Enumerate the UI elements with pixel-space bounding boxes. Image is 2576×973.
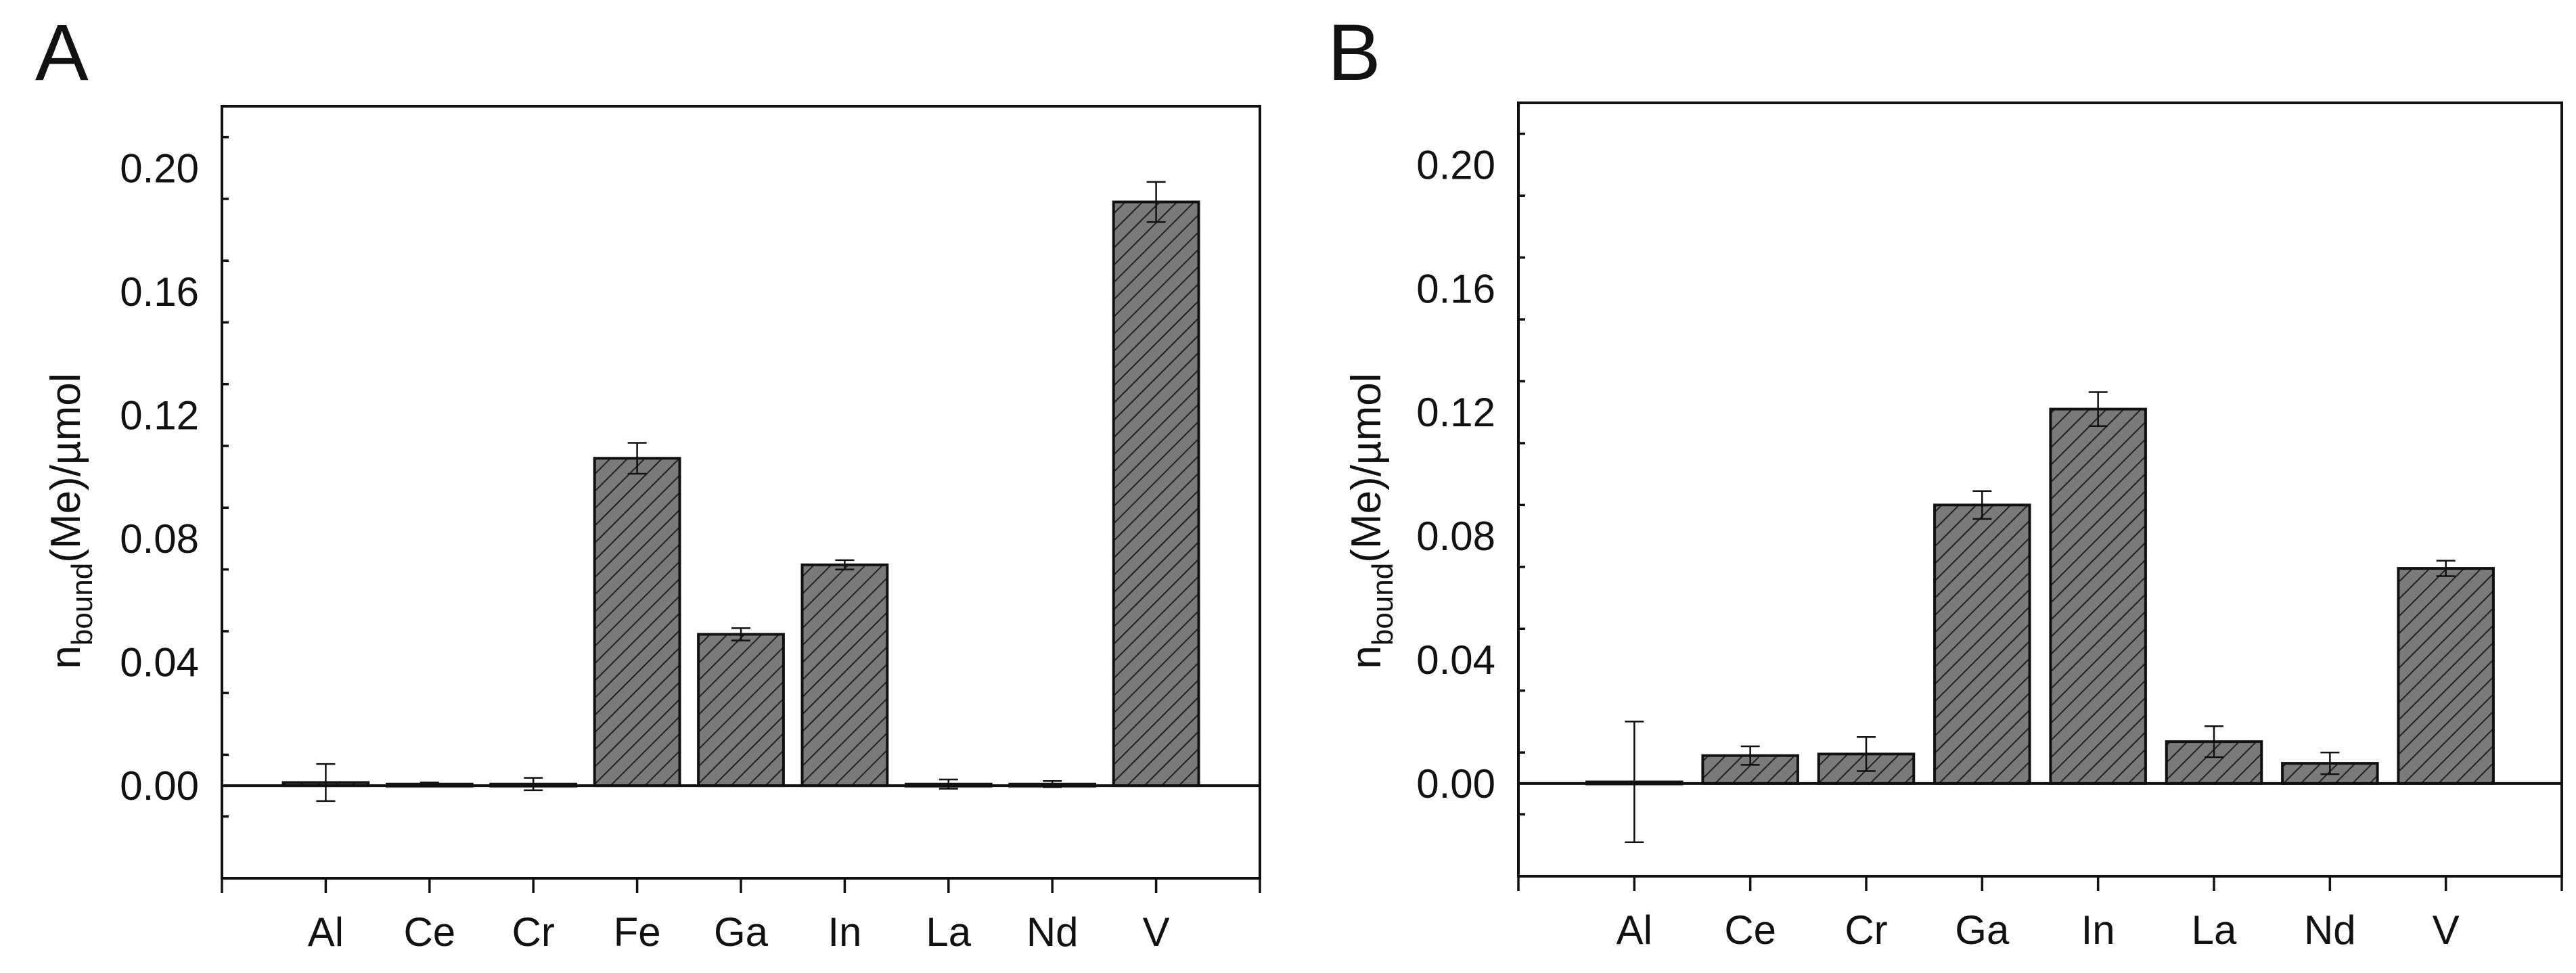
panel-a-category-label-v: V <box>1143 909 1170 955</box>
panel-a-category-label-fe: Fe <box>614 909 661 955</box>
panel-a-category-label-cr: Cr <box>512 909 555 955</box>
panel-a-y-tick-label: 0.00 <box>120 763 199 809</box>
panel-a: A nbound(Me)/µmol 0.000.040.080.120.160.… <box>35 8 1261 955</box>
panel-b-y-tick-label: 0.20 <box>1416 142 1495 187</box>
panel-b-category-label-nd: Nd <box>2304 907 2356 953</box>
panel-b-y-tick-label: 0.04 <box>1416 637 1495 683</box>
svg-text:nbound(Me)/µmol: nbound(Me)/µmol <box>43 373 99 669</box>
panel-a-category-label-in: In <box>828 909 861 955</box>
panel-a-bar-fe <box>593 457 681 788</box>
panel-b-ylabel-rest: (Me)/µmol <box>1343 373 1390 562</box>
panel-a-category-label-ga: Ga <box>714 909 769 955</box>
panel-a-bar-v <box>1112 200 1200 788</box>
panel-b-y-tick-label: 0.00 <box>1416 761 1495 807</box>
panel-b-y-axis-title: nbound(Me)/µmol <box>1343 373 1399 669</box>
panel-a-ylabel-rest: (Me)/µmol <box>43 373 89 562</box>
panel-label-a: A <box>35 8 89 97</box>
panel-a-y-axis-title: nbound(Me)/µmol <box>43 373 99 669</box>
panel-a-category-label-ce: Ce <box>403 909 455 955</box>
panel-a-category-label-la: La <box>926 909 971 955</box>
panel-b-bar-ga <box>1933 503 2031 785</box>
panel-a-y-tick-label: 0.08 <box>120 516 199 562</box>
panel-b-category-label-v: V <box>2433 907 2460 953</box>
panel-b-ylabel-main: n <box>1343 646 1390 669</box>
panel-label-b: B <box>1328 8 1381 97</box>
panel-b-category-label-ce: Ce <box>1724 907 1776 953</box>
panel-b: B nbound(Me)/µmol 0.000.040.080.120.160.… <box>1328 8 2563 953</box>
panel-a-bar-ga <box>697 633 785 788</box>
panel-a-category-label-nd: Nd <box>1026 909 1079 955</box>
panel-a-y-tick-label: 0.04 <box>120 640 199 685</box>
panel-b-y-tick-label: 0.08 <box>1416 514 1495 559</box>
panel-b-category-label-cr: Cr <box>1845 907 1887 953</box>
panel-a-ylabel-main: n <box>43 646 89 669</box>
panel-b-bar-in <box>2049 407 2147 785</box>
panel-a-category-label-al: Al <box>308 909 344 955</box>
panel-a-ylabel-sub: bound <box>66 563 99 646</box>
panel-b-plot: 0.00 0.04 0.08 0.12 0.16 0.20 Al Ce Cr Ga In La Nd V <box>1416 101 2563 953</box>
panel-b-category-label-al: Al <box>1617 907 1652 953</box>
panel-b-category-label-in: In <box>2081 907 2115 953</box>
panel-b-ylabel-sub: bound <box>1366 563 1399 646</box>
svg-text:nbound(Me)/µmol: nbound(Me)/µmol <box>1343 373 1399 669</box>
panel-b-category-label-ga: Ga <box>1955 907 2010 953</box>
panel-b-bar-v <box>2397 567 2495 785</box>
panel-a-plot: 0.00 0.04 0.08 0.12 0.16 0.20 Al Ce Cr Fe Ga In La Nd… <box>120 105 1261 955</box>
panel-a-y-tick-label: 0.12 <box>120 392 199 438</box>
panel-b-plot-frame <box>1517 101 2563 878</box>
panel-a-bar-in <box>800 563 889 788</box>
panel-b-category-label-la: La <box>2192 907 2237 953</box>
panel-b-y-tick-label: 0.16 <box>1416 266 1495 311</box>
panel-a-y-tick-label: 0.16 <box>120 269 199 315</box>
panel-b-y-tick-label: 0.12 <box>1416 390 1495 435</box>
panel-a-y-tick-label: 0.20 <box>120 145 199 191</box>
